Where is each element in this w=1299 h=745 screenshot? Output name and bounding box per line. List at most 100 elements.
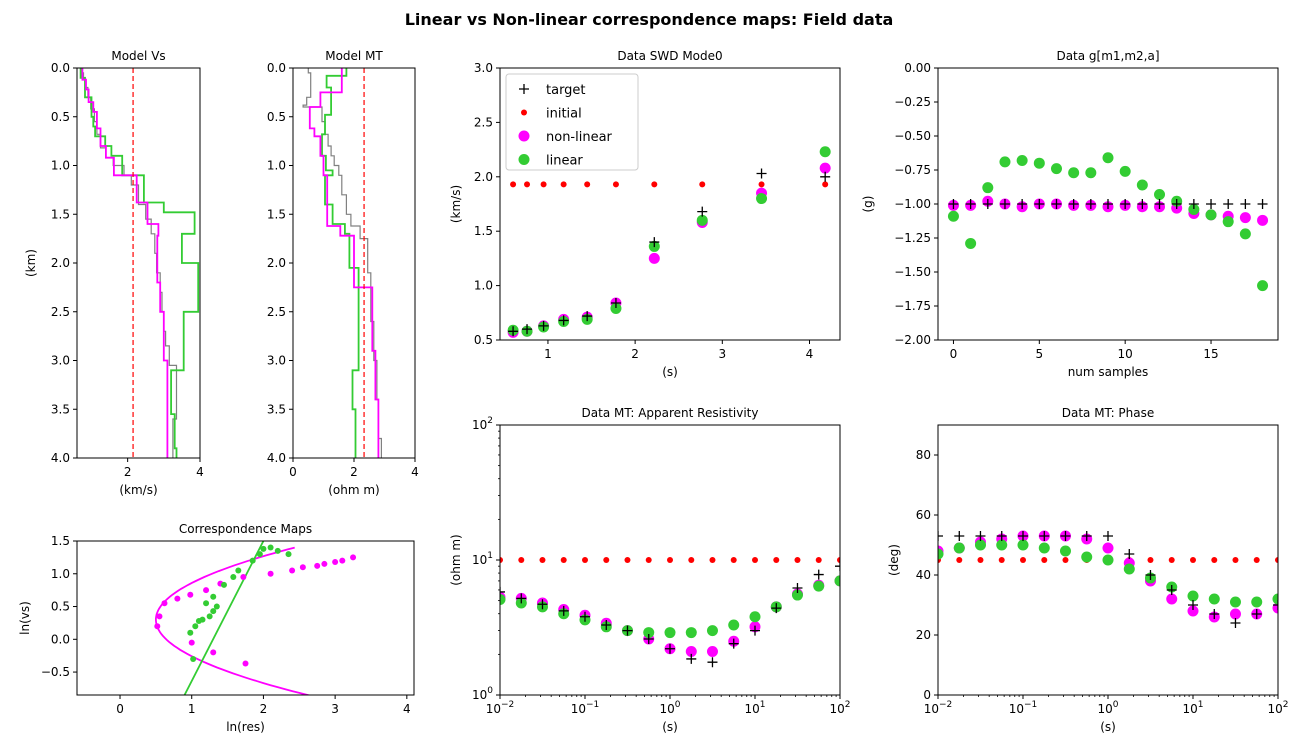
y-tick-label: 0.5	[51, 110, 70, 124]
target-point	[938, 531, 943, 541]
target-point	[622, 625, 633, 636]
target-point	[582, 311, 593, 322]
nonlinear-map-point	[161, 600, 168, 607]
x-tick-label: 4	[806, 347, 814, 361]
target-point	[558, 605, 569, 616]
nonlinear-point	[1102, 542, 1114, 554]
target-point	[792, 583, 803, 594]
x-tick-label: 4	[411, 465, 419, 479]
linear-map-point	[206, 613, 213, 620]
target-point	[1251, 609, 1262, 619]
initial-point	[1168, 557, 1175, 563]
nonlinear-point	[1229, 608, 1241, 620]
x-tick-label: 101	[1182, 700, 1203, 716]
x-tick-label: 0	[289, 465, 297, 479]
linear-point	[974, 539, 986, 551]
linear-point	[706, 625, 718, 637]
target-point	[1209, 609, 1220, 619]
linear-map-point	[213, 603, 220, 610]
y-tick-label: 0	[923, 688, 931, 702]
y-tick-label: 0.5	[267, 110, 286, 124]
linear-point	[1239, 228, 1251, 240]
x-tick-label: 100	[659, 700, 680, 716]
y-tick-label: −1.50	[894, 265, 931, 279]
y-tick-label: −1.00	[894, 197, 931, 211]
x-axis-label: ln(res)	[226, 720, 265, 734]
legend-label: initial	[546, 107, 582, 122]
y-tick-label: 1.0	[51, 567, 70, 581]
axes-frame	[76, 540, 415, 696]
initial-point	[794, 557, 801, 563]
y-tick-label: 2.0	[267, 256, 286, 270]
linear-map-point	[210, 593, 217, 600]
y-axis-label: (km/s)	[449, 185, 463, 223]
target-point	[999, 199, 1010, 209]
linear-point	[1222, 216, 1234, 228]
y-tick-label: 2.5	[51, 305, 70, 319]
linear-map-point	[187, 629, 194, 636]
figure-suptitle: Linear vs Non-linear correspondence maps…	[405, 10, 894, 29]
target-point	[750, 625, 760, 636]
target-point	[756, 168, 767, 179]
y-tick-label: 1.0	[51, 159, 70, 173]
target-point	[1018, 531, 1028, 541]
target-point	[1171, 199, 1182, 209]
x-tick-label: 102	[829, 700, 850, 716]
x-tick-label: 10−1	[1009, 700, 1038, 716]
y-tick-label: −0.5	[41, 665, 70, 679]
linear-point	[999, 156, 1011, 168]
initial-point	[998, 557, 1005, 563]
y-axis-label: (deg)	[887, 544, 901, 576]
linear-map-point	[199, 616, 206, 623]
x-tick-label: 4	[196, 465, 204, 479]
x-tick-label: 15	[1203, 347, 1218, 361]
target-point	[580, 611, 590, 622]
x-tick-label: 0	[116, 702, 124, 716]
y-tick-label: 4.0	[267, 451, 286, 465]
linear-point	[756, 193, 768, 205]
target-point	[519, 84, 529, 94]
y-tick-label: 0.0	[51, 61, 70, 75]
y-tick-label: 3.0	[51, 354, 70, 368]
linear-point	[819, 146, 831, 158]
linear-point	[1050, 163, 1062, 175]
linear-point	[518, 154, 530, 165]
initial-point	[540, 181, 547, 188]
target-point	[1273, 600, 1278, 610]
nonlinear-map-point	[154, 623, 161, 630]
linear-point	[1085, 167, 1097, 179]
linear-point	[1119, 165, 1131, 177]
initial-point	[612, 181, 619, 188]
nonlinear-map-point	[240, 574, 247, 581]
initial-point	[651, 181, 658, 188]
linear-map-point	[267, 544, 274, 551]
linear-point	[1187, 590, 1199, 602]
linear-point	[965, 237, 977, 249]
x-tick-label: 10−1	[571, 700, 600, 716]
target-point	[1230, 618, 1241, 628]
initial-point	[977, 557, 984, 563]
target-point	[697, 206, 708, 217]
linear-map-point	[235, 567, 242, 574]
initial-point	[699, 181, 706, 188]
y-tick-label: 102	[472, 416, 493, 432]
initial-point	[773, 557, 780, 563]
target-point	[649, 237, 660, 248]
target-point	[820, 171, 831, 182]
y-tick-label: 2.5	[474, 115, 493, 129]
x-tick-label: 10−2	[486, 700, 515, 716]
y-axis-label: (g)	[861, 196, 875, 213]
target-point	[665, 643, 675, 654]
initial-point	[1275, 557, 1278, 563]
target-point	[1039, 531, 1050, 541]
panel-mt: Model MT 0 2 4 0.0 0.5 1.0 1.5 2.0 2.5 3.0 3.5 4.0 (o…	[267, 49, 419, 497]
linear-point	[1033, 157, 1045, 169]
y-tick-label: 0.0	[51, 632, 70, 646]
x-axis-label: (s)	[662, 365, 678, 379]
nonlinear-point	[648, 252, 660, 264]
target-point	[1120, 199, 1131, 209]
linear-point	[1154, 188, 1166, 200]
target-point	[813, 569, 824, 580]
chart-title: Data SWD Mode0	[617, 49, 722, 63]
y-tick-label: 0.5	[474, 333, 493, 347]
